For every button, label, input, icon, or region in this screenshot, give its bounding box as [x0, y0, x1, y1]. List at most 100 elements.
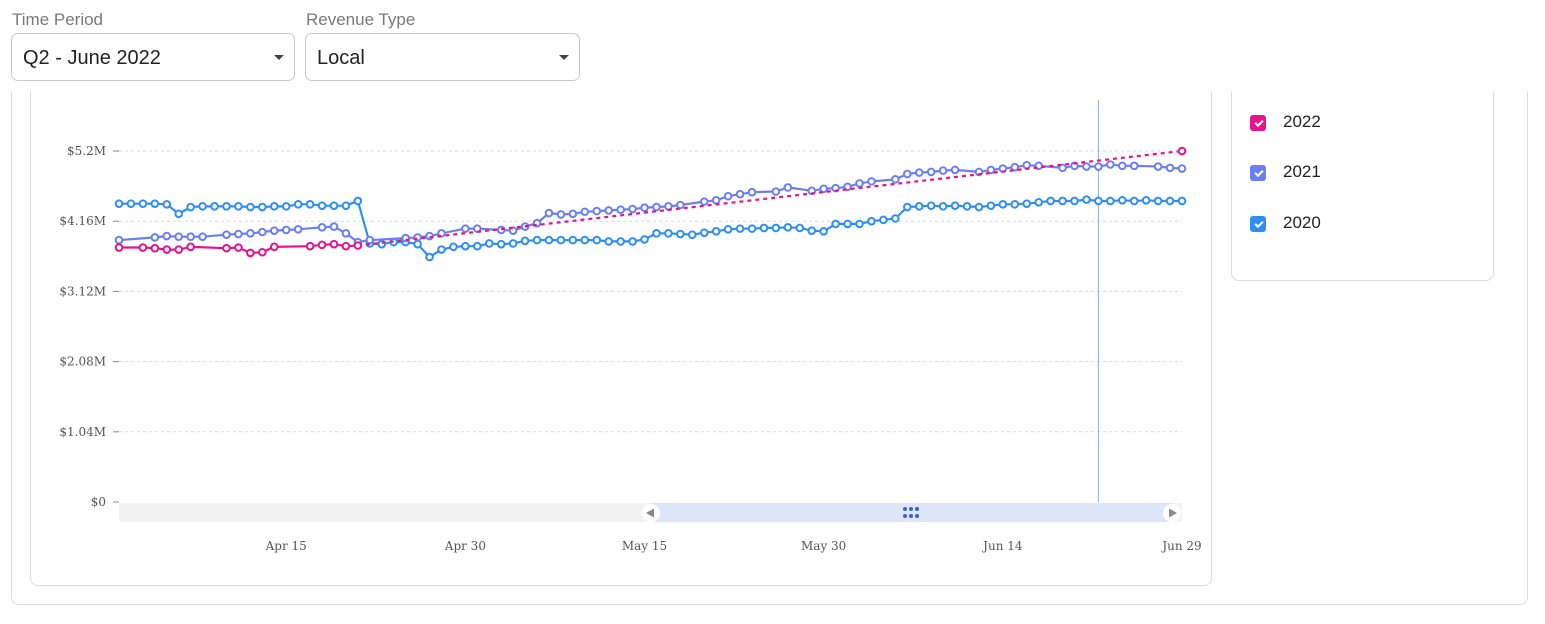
data-point[interactable]	[1153, 162, 1163, 171]
data-point[interactable]	[759, 223, 769, 233]
data-point[interactable]	[305, 200, 315, 209]
data-point[interactable]	[437, 245, 446, 254]
data-point[interactable]	[998, 164, 1008, 173]
data-point[interactable]	[162, 200, 172, 209]
data-point[interactable]	[1106, 196, 1115, 206]
data-point[interactable]	[234, 229, 243, 239]
data-point[interactable]	[508, 226, 518, 235]
data-point[interactable]	[1165, 163, 1175, 173]
data-point[interactable]	[138, 243, 148, 252]
data-point[interactable]	[1141, 195, 1151, 205]
data-point[interactable]	[1046, 196, 1055, 206]
data-point[interactable]	[1022, 160, 1032, 170]
data-point[interactable]	[676, 200, 685, 210]
data-point[interactable]	[867, 216, 876, 226]
data-point[interactable]	[1058, 163, 1067, 173]
data-point[interactable]	[628, 237, 637, 246]
data-point[interactable]	[747, 224, 757, 233]
data-point[interactable]	[807, 226, 817, 235]
data-point[interactable]	[114, 235, 124, 245]
data-point[interactable]	[150, 199, 160, 208]
data-point[interactable]	[532, 218, 542, 228]
data-point[interactable]	[831, 183, 840, 193]
data-point[interactable]	[652, 229, 661, 238]
data-point[interactable]	[1070, 196, 1079, 206]
data-point[interactable]	[604, 237, 613, 246]
data-point[interactable]	[843, 182, 852, 192]
data-point[interactable]	[341, 241, 351, 251]
data-point[interactable]	[186, 242, 195, 252]
data-point[interactable]	[867, 177, 876, 186]
data-point[interactable]	[616, 237, 625, 246]
legend-checkbox-2021[interactable]	[1250, 165, 1266, 181]
data-point[interactable]	[1117, 161, 1127, 171]
data-point[interactable]	[1070, 161, 1079, 171]
data-point[interactable]	[580, 235, 590, 245]
data-point[interactable]	[771, 223, 781, 233]
data-point[interactable]	[580, 207, 590, 217]
data-point[interactable]	[1153, 196, 1163, 206]
data-point[interactable]	[998, 200, 1008, 209]
data-point[interactable]	[962, 202, 972, 211]
data-point[interactable]	[819, 227, 828, 236]
data-point[interactable]	[974, 202, 984, 212]
data-point[interactable]	[401, 233, 410, 243]
data-point[interactable]	[138, 199, 148, 208]
data-point[interactable]	[544, 235, 554, 245]
data-point[interactable]	[1058, 196, 1067, 206]
data-point[interactable]	[114, 199, 124, 208]
data-point[interactable]	[532, 235, 542, 245]
data-point[interactable]	[425, 231, 434, 241]
time-period-select[interactable]: Q2 - June 2022	[11, 33, 295, 81]
data-point[interactable]	[293, 200, 303, 209]
data-point[interactable]	[914, 202, 924, 211]
data-point[interactable]	[234, 243, 243, 252]
data-point[interactable]	[855, 179, 864, 188]
data-point[interactable]	[269, 242, 279, 252]
data-point[interactable]	[843, 219, 852, 229]
data-point[interactable]	[365, 235, 375, 245]
data-point[interactable]	[222, 230, 231, 239]
data-point[interactable]	[473, 241, 482, 251]
data-point[interactable]	[938, 166, 948, 175]
data-point[interactable]	[1117, 195, 1127, 205]
data-point[interactable]	[831, 219, 840, 229]
data-point[interactable]	[1082, 195, 1091, 204]
data-point[interactable]	[699, 197, 709, 206]
data-point[interactable]	[938, 202, 948, 211]
data-point[interactable]	[568, 235, 578, 245]
data-point[interactable]	[293, 225, 303, 234]
data-point[interactable]	[162, 231, 172, 241]
data-point[interactable]	[449, 242, 458, 252]
data-point[interactable]	[795, 223, 805, 233]
data-point[interactable]	[329, 239, 339, 249]
data-point[interactable]	[986, 165, 996, 175]
data-point[interactable]	[317, 240, 327, 250]
data-point[interactable]	[879, 215, 888, 225]
data-point[interactable]	[234, 202, 243, 211]
data-point[interactable]	[246, 229, 255, 238]
data-point[interactable]	[258, 247, 267, 257]
data-point[interactable]	[329, 222, 339, 231]
data-point[interactable]	[926, 201, 936, 210]
data-point[interactable]	[711, 195, 721, 205]
data-point[interactable]	[198, 232, 207, 242]
data-point[interactable]	[281, 225, 291, 235]
data-point[interactable]	[222, 243, 231, 253]
slider-right-handle[interactable]	[1163, 504, 1181, 522]
data-point[interactable]	[341, 201, 351, 210]
data-point[interactable]	[198, 202, 207, 211]
data-point[interactable]	[544, 208, 554, 218]
data-point[interactable]	[341, 229, 351, 238]
slider-range[interactable]	[651, 503, 1172, 522]
data-point[interactable]	[1034, 161, 1043, 171]
data-point[interactable]	[819, 184, 828, 194]
data-point[interactable]	[317, 201, 327, 210]
grip-icon[interactable]	[903, 507, 919, 518]
data-point[interactable]	[950, 201, 960, 210]
data-point[interactable]	[735, 189, 745, 199]
data-point[interactable]	[676, 229, 685, 239]
legend-checkbox-2022[interactable]	[1250, 115, 1266, 131]
data-point[interactable]	[425, 252, 434, 262]
data-point[interactable]	[114, 243, 124, 252]
